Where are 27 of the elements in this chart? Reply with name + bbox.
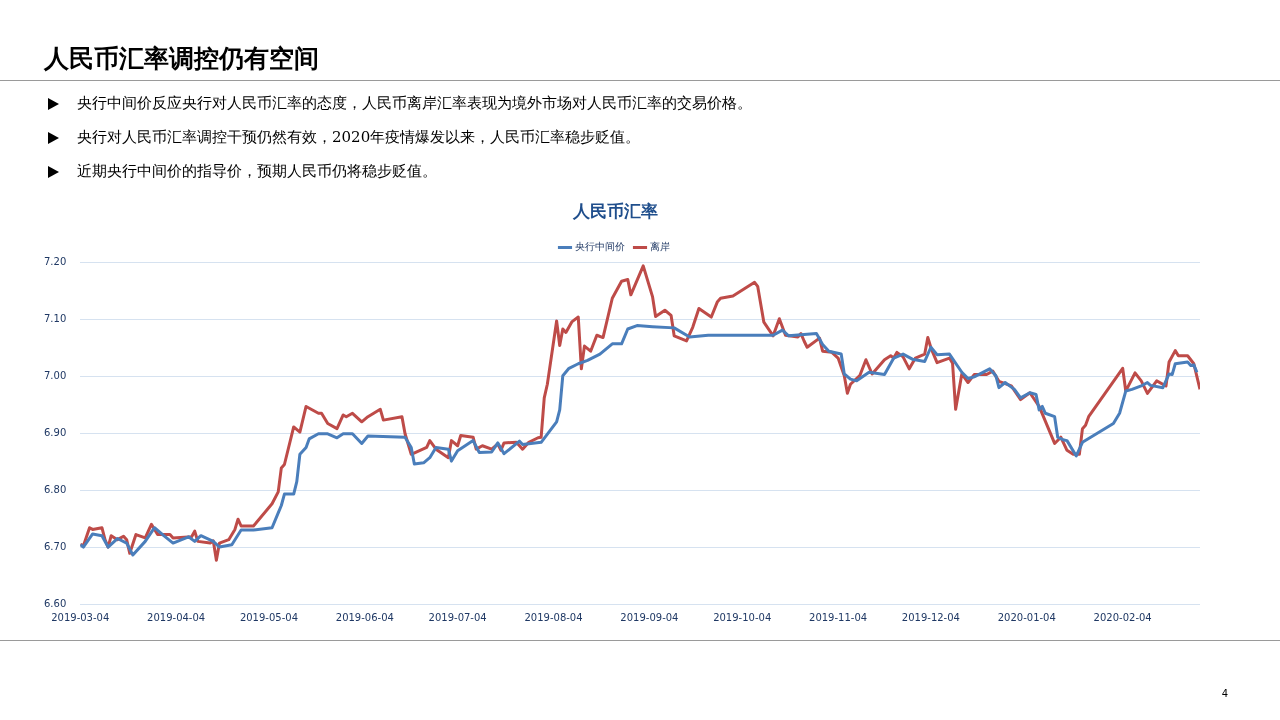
chart-title: 人民币汇率 <box>571 200 658 221</box>
x-tick-label: 2020-01-04 <box>997 611 1056 623</box>
x-tick-label: 2019-03-04 <box>51 611 110 623</box>
text: 央行对人民币汇率调控干预仍然有效，2020年疫情爆发以来，人民币汇率稳步贬值。 <box>77 128 641 147</box>
y-tick-label: 6.80 <box>44 483 67 495</box>
y-tick-label: 6.90 <box>44 426 67 438</box>
legend-label: 离岸 <box>650 240 670 252</box>
y-tick-label: 7.10 <box>44 312 67 324</box>
text: 人民币汇率调控仍有空间 <box>44 43 319 75</box>
text: 央行中间价反应央行对人民币汇率的态度，人民币离岸汇率表现为境外市场对人民币汇率的交易价格。 <box>77 94 752 113</box>
x-tick-label: 2019-11-04 <box>809 611 868 623</box>
legend-label: 央行中间价 <box>575 240 625 252</box>
x-tick-label: 2019-12-04 <box>901 611 960 623</box>
text: 近期央行中间价的指导价，预期人民币仍将稳步贬值。 <box>77 162 437 181</box>
y-tick-label: 7.20 <box>44 255 67 267</box>
x-tick-label: 2020-02-04 <box>1093 611 1152 623</box>
x-tick-label: 2019-05-04 <box>239 611 299 623</box>
text: 4 <box>1221 688 1228 699</box>
y-tick-label: 6.60 <box>44 597 67 609</box>
x-tick-label: 2019-04-04 <box>147 611 206 623</box>
y-tick-label: 6.70 <box>44 540 67 552</box>
x-tick-label: 2019-08-04 <box>524 611 583 623</box>
x-tick-label: 2019-09-04 <box>620 611 679 623</box>
x-tick-label: 2019-06-04 <box>335 611 394 623</box>
x-tick-label: 2019-10-04 <box>713 611 772 623</box>
x-tick-label: 2019-07-04 <box>428 611 487 623</box>
y-tick-label: 7.00 <box>44 369 67 381</box>
